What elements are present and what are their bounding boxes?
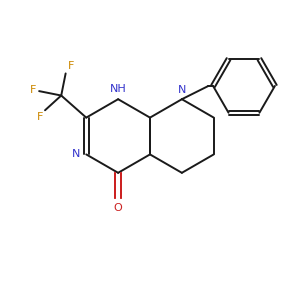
Text: F: F	[68, 61, 74, 71]
Text: F: F	[37, 112, 44, 122]
Text: O: O	[114, 203, 122, 213]
Text: N: N	[178, 85, 186, 95]
Text: F: F	[30, 85, 36, 94]
Text: N: N	[71, 149, 80, 159]
Text: NH: NH	[110, 84, 127, 94]
